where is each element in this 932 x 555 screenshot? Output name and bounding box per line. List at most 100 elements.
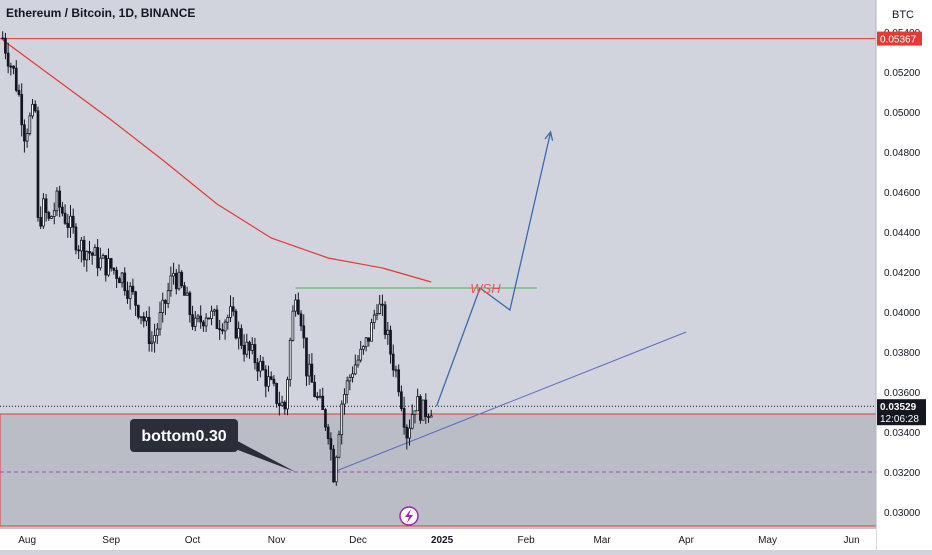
resistance-price-text: 0.05367 [880,35,917,46]
candle-body [291,310,295,341]
projection-group: WSH bottom0.30 [130,130,554,472]
candle-body [101,255,105,259]
x-tick-label: Aug [18,535,36,546]
candle-body [419,396,422,421]
x-tick-label: Oct [185,535,201,546]
candle-body [324,409,327,428]
candle-body [44,198,48,213]
candle-body [58,190,62,208]
candle-body [383,304,387,335]
candle-body [253,344,257,364]
candle-body [188,292,192,316]
candle-body [50,216,53,219]
candle-body [386,329,390,335]
candle-body [372,314,376,324]
candle-body [117,278,121,284]
candle-body [169,275,173,292]
candle-body [61,206,64,214]
candle-body [1,37,5,40]
candle-body [112,267,116,271]
candle-body [107,258,110,276]
candle-body [332,448,335,483]
candle-body [128,285,132,299]
candle-body [199,315,203,323]
bottom-callout-box [130,419,238,452]
candle-body [402,408,406,428]
ascending-trendline [333,331,687,473]
candle-body [180,271,184,287]
y-axis-group: 0.054000.052000.050000.048000.046000.044… [884,28,921,519]
candle-body [74,226,78,251]
candle-body [172,272,175,277]
current-price-tag [877,399,926,426]
y-tick-label: 0.03400 [884,428,921,439]
candle-body [367,337,371,342]
candle-body [109,258,113,269]
countdown-text: 12:06:28 [880,414,919,425]
candle-body [397,369,401,393]
candle-body [14,67,18,91]
candle-body [131,285,135,293]
candle-body [153,335,156,343]
candle-body [275,382,278,404]
candle-body [264,369,268,387]
candle-body [408,427,411,439]
candle-body [85,251,89,261]
candle-body [55,190,59,212]
candle-body [348,376,352,382]
candle-body [183,285,186,296]
candle-body [77,249,80,252]
candle-body [177,271,181,290]
candle-body [269,376,273,380]
candle-body [66,222,70,228]
candle-body [139,316,143,319]
candle-body [23,124,26,142]
candle-body [375,313,379,316]
candle-body [313,381,316,397]
candle-body [185,292,189,296]
candle-body [307,363,311,377]
candle-body [161,299,165,314]
x-tick-label: Mar [593,535,611,546]
candle-body [259,360,262,372]
x-tick-label: 2025 [431,535,454,546]
candle-body [90,252,94,256]
candle-body [223,321,227,332]
current-price-text: 0.03529 [880,402,917,413]
candle-body [334,456,338,483]
x-tick-label: Jun [844,535,860,546]
y-tick-label: 0.04800 [884,148,921,159]
candle-body [191,314,194,327]
candle-body [321,395,325,411]
candle-body [145,316,148,322]
candle-body [36,110,40,218]
candle-body [234,310,238,339]
candle-body [413,410,417,415]
candle-body [394,369,398,372]
moving-average-line [2,39,432,283]
candle-body [286,379,289,410]
candle-body [280,401,284,407]
candle-body [96,247,99,269]
bottom-callout-text: bottom0.30 [141,428,226,445]
candle-body [166,290,170,304]
y-tick-label: 0.03600 [884,388,921,399]
candle-body [256,362,259,372]
candle-body [389,329,392,355]
candle-body [261,360,265,371]
lightning-icon[interactable] [399,506,419,526]
candle-body [226,316,230,323]
bottom-callout-pointer [230,437,296,472]
candle-body [242,344,246,355]
candle-body [427,416,430,418]
candle-body [353,364,357,375]
candle-body [302,325,306,339]
candle-body [39,217,43,227]
candle-body [416,396,420,412]
y-tick-label: 0.04200 [884,268,921,279]
candle-body [164,299,167,304]
currency-button[interactable]: BTC [882,3,924,27]
y-tick-label: 0.04000 [884,308,921,319]
candle-body [104,255,108,276]
